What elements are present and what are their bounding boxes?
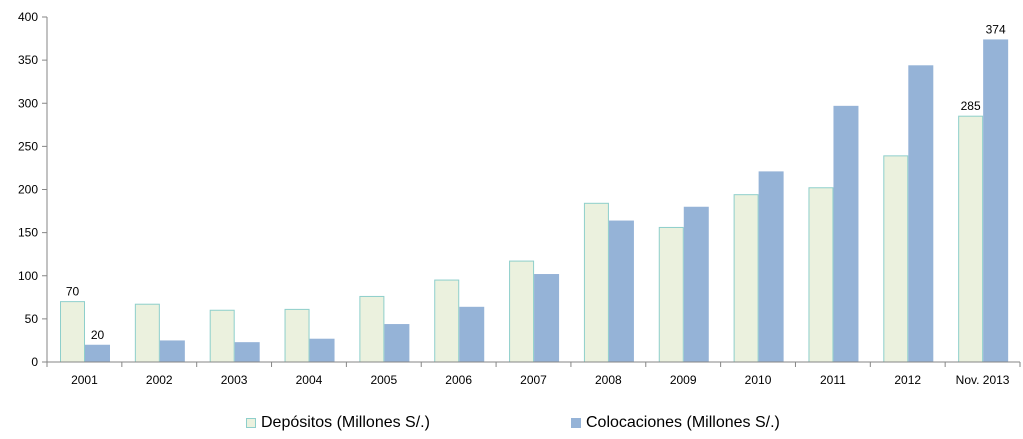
bar-depositos	[958, 115, 984, 363]
bar-colocaciones	[908, 65, 934, 363]
y-tick-label: 0	[31, 355, 38, 369]
bar-colocaciones	[983, 39, 1009, 363]
bar-depositos	[808, 187, 834, 363]
bar-depositos	[509, 260, 535, 363]
bar-colocaciones	[833, 105, 859, 363]
data-label: 20	[91, 328, 105, 342]
x-tick-label: 2010	[745, 373, 772, 387]
bar-colocaciones	[608, 220, 634, 362]
x-tick-label: 2001	[71, 373, 98, 387]
legend-item-depositos: Depósitos (Millones S/.)	[246, 414, 430, 432]
y-tick-label: 150	[18, 226, 38, 240]
bar-depositos	[209, 309, 235, 363]
x-axis-ticks: 2001 2002 2003 2004 2005 2006 2007 2008 2009 2010…	[46, 362, 1021, 387]
bar-depositos	[284, 308, 310, 363]
x-tick-label: 2006	[445, 373, 472, 387]
x-tick-label: 2004	[296, 373, 323, 387]
bar-colocaciones	[459, 306, 485, 362]
bar-colocaciones	[159, 340, 185, 362]
data-label: 285	[961, 99, 981, 113]
bar-depositos	[434, 279, 460, 363]
y-tick-label: 350	[18, 53, 38, 67]
legend-swatch-depositos	[246, 418, 256, 428]
bar-depositos	[733, 194, 759, 363]
x-tick-label: 2011	[820, 373, 846, 387]
axes	[46, 17, 1020, 363]
x-tick-label: 2005	[370, 373, 397, 387]
legend: Depósitos (Millones S/.) Colocaciones (M…	[0, 414, 1023, 436]
x-tick-label: 2008	[595, 373, 622, 387]
y-tick-label: 300	[18, 96, 38, 110]
bars	[60, 39, 1009, 363]
bar-depositos	[60, 301, 85, 363]
y-axis-ticks: 0 50 100 150 200 250 300 350 400	[18, 10, 47, 369]
legend-item-colocaciones: Colocaciones (Millones S/.)	[571, 414, 780, 432]
legend-swatch-colocaciones	[571, 418, 581, 428]
data-label: 70	[66, 285, 80, 299]
bar-depositos	[134, 303, 160, 363]
x-tick-label: 2003	[221, 373, 248, 387]
bar-colocaciones	[758, 171, 784, 362]
x-tick-label: Nov. 2013	[956, 373, 1010, 387]
x-tick-label: 2009	[670, 373, 697, 387]
bar-depositos	[658, 226, 684, 363]
y-tick-label: 100	[18, 269, 38, 283]
x-tick-label: 2012	[894, 373, 921, 387]
bar-depositos	[583, 202, 609, 363]
data-labels: 70 20 285 374	[66, 22, 1006, 341]
x-tick-label: 2007	[520, 373, 547, 387]
bar-colocaciones	[85, 344, 110, 362]
x-tick-label: 2002	[146, 373, 173, 387]
legend-label-colocaciones: Colocaciones (Millones S/.)	[586, 414, 780, 431]
bar-colocaciones	[683, 206, 709, 362]
bar-colocaciones	[309, 338, 335, 362]
y-tick-label: 200	[18, 183, 38, 197]
bar-colocaciones	[534, 274, 560, 362]
bar-depositos	[883, 155, 909, 363]
bar-colocaciones	[384, 324, 410, 362]
bar-colocaciones	[234, 342, 260, 362]
y-tick-label: 50	[25, 312, 39, 326]
y-tick-label: 250	[18, 139, 38, 153]
y-tick-label: 400	[18, 10, 38, 24]
bar-depositos	[359, 295, 385, 363]
data-label: 374	[986, 22, 1006, 36]
legend-label-depositos: Depósitos (Millones S/.)	[261, 414, 430, 431]
